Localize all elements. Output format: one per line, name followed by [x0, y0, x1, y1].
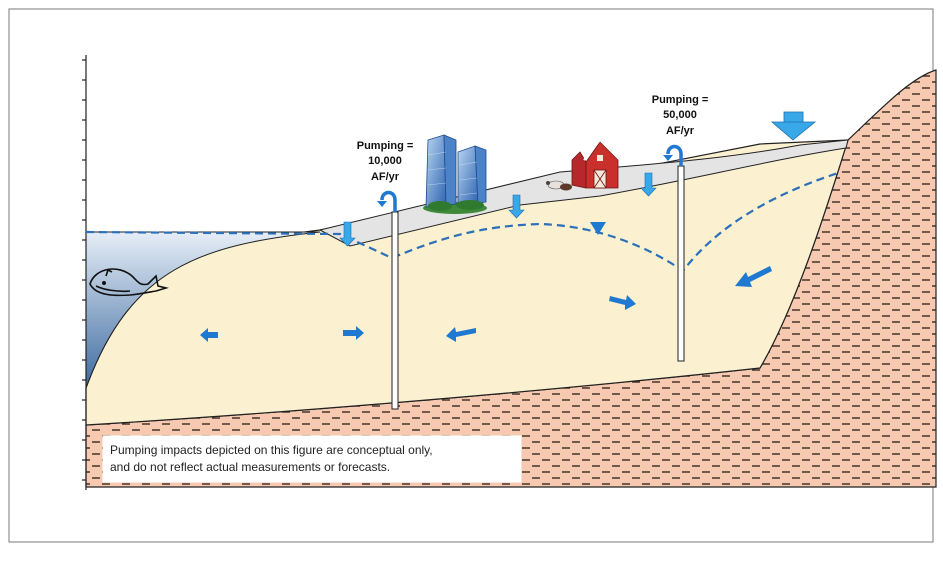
vertical-axis [82, 55, 87, 490]
groundwater-flow-arrows [200, 266, 772, 342]
whale-icon [89, 268, 170, 297]
recharge-arrow-icon [770, 111, 817, 141]
city-buildings-icon [423, 134, 487, 214]
well-right [663, 144, 685, 362]
water-table-line [85, 171, 839, 273]
well-left-label-line1: Pumping = [357, 140, 414, 152]
well-left-label-line2: 10,000 [368, 155, 402, 167]
well-left [377, 190, 399, 410]
well-right-label-line3: AF/yr [666, 125, 695, 137]
water-table-marker-icon [590, 222, 606, 235]
farm-barn-icon [546, 138, 621, 191]
disclaimer-note: Pumping impacts depicted on this figure … [102, 435, 522, 483]
infiltration-arrows [339, 172, 657, 247]
disclaimer-line1: Pumping impacts depicted on this figure … [110, 443, 433, 457]
disclaimer-line2: and do not reflect actual measurements o… [110, 460, 390, 474]
well-right-label-line1: Pumping = [652, 94, 709, 106]
well-right-label: Pumping = 50,000 AF/yr [652, 94, 709, 137]
well-right-label-line2: 50,000 [663, 109, 697, 121]
well-left-label-line3: AF/yr [371, 171, 400, 183]
well-left-label: Pumping = 10,000 AF/yr [357, 140, 414, 183]
ocean [85, 231, 321, 389]
